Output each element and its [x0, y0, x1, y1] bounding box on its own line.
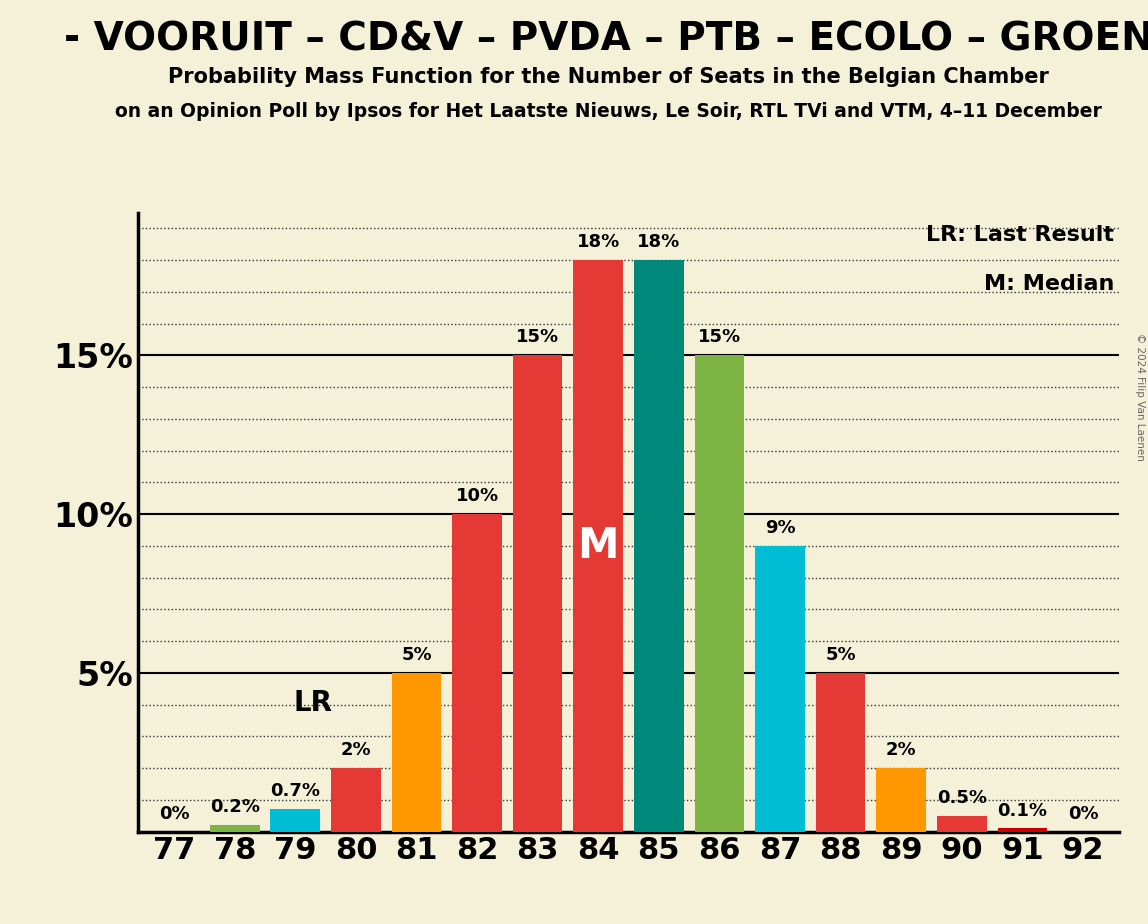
Text: 0%: 0%: [158, 805, 189, 822]
Text: © 2024 Filip Van Laenen: © 2024 Filip Van Laenen: [1135, 334, 1145, 461]
Text: 5%: 5%: [825, 646, 856, 664]
Bar: [452, 514, 502, 832]
Text: Probability Mass Function for the Number of Seats in the Belgian Chamber: Probability Mass Function for the Number…: [168, 67, 1049, 87]
Bar: [573, 261, 623, 832]
Text: M: Median: M: Median: [984, 274, 1115, 295]
Text: 10%: 10%: [456, 487, 498, 505]
Bar: [391, 673, 441, 832]
Bar: [755, 546, 805, 832]
Text: LR: LR: [294, 689, 333, 717]
Text: 15%: 15%: [517, 329, 559, 346]
Text: LR: Last Result: LR: Last Result: [926, 225, 1115, 245]
Bar: [876, 768, 926, 832]
Text: 0.2%: 0.2%: [210, 798, 259, 817]
Bar: [634, 261, 684, 832]
Text: - VOORUIT – CD&V – PVDA – PTB – ECOLO – GROEN: - VOORUIT – CD&V – PVDA – PTB – ECOLO – …: [63, 20, 1148, 58]
Text: 0.5%: 0.5%: [937, 789, 987, 807]
Bar: [271, 809, 320, 832]
Bar: [331, 768, 381, 832]
Text: 18%: 18%: [637, 233, 681, 251]
Text: 2%: 2%: [341, 741, 371, 760]
Text: 0%: 0%: [1068, 805, 1099, 822]
Text: 0.1%: 0.1%: [998, 801, 1047, 820]
Bar: [816, 673, 866, 832]
Text: 5%: 5%: [401, 646, 432, 664]
Bar: [695, 356, 744, 832]
Text: M: M: [577, 525, 619, 566]
Bar: [210, 825, 259, 832]
Bar: [513, 356, 563, 832]
Text: 15%: 15%: [698, 329, 740, 346]
Text: on an Opinion Poll by Ipsos for Het Laatste Nieuws, Le Soir, RTL TVi and VTM, 4–: on an Opinion Poll by Ipsos for Het Laat…: [115, 102, 1102, 121]
Text: 18%: 18%: [576, 233, 620, 251]
Text: 0.7%: 0.7%: [270, 783, 320, 800]
Bar: [998, 829, 1047, 832]
Text: 2%: 2%: [886, 741, 916, 760]
Text: 9%: 9%: [765, 519, 796, 537]
Bar: [937, 816, 986, 832]
